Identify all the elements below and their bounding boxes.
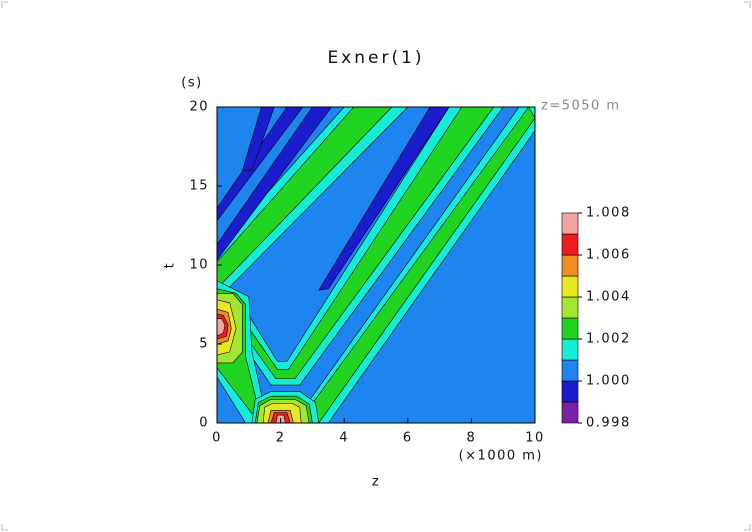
colorbar-segment bbox=[561, 380, 579, 403]
annotation: z=5050 m bbox=[541, 99, 621, 114]
colorbar-segment bbox=[561, 275, 579, 298]
contour-region bbox=[217, 107, 409, 301]
contour-region bbox=[232, 107, 495, 380]
colorbar-segment bbox=[561, 254, 579, 277]
contour-region bbox=[217, 107, 304, 222]
colorbar-segment bbox=[561, 233, 579, 256]
colorbar-segment bbox=[561, 212, 579, 235]
colorbar-segment bbox=[561, 338, 579, 361]
x-tick-label: 10 bbox=[525, 431, 545, 446]
contour-region bbox=[297, 107, 535, 423]
x-unit: (×1000 m) bbox=[459, 449, 543, 464]
colorbar-label: 1.006 bbox=[586, 248, 631, 263]
x-tick-label: 4 bbox=[339, 431, 349, 446]
colorbar-segment bbox=[561, 296, 579, 319]
x-tick-label: 6 bbox=[403, 431, 413, 446]
contour-field bbox=[217, 107, 535, 423]
colorbar-segment bbox=[561, 401, 579, 424]
y-tick-label: 0 bbox=[199, 416, 209, 431]
colorbar-label: 1.004 bbox=[586, 290, 631, 305]
chart-title: Exner(1) bbox=[327, 48, 424, 68]
colorbar-label: 0.998 bbox=[586, 416, 631, 431]
contour-region bbox=[217, 318, 226, 337]
x-tick-label: 8 bbox=[467, 431, 477, 446]
contour-region bbox=[242, 107, 275, 171]
x-tick-label: 2 bbox=[276, 431, 286, 446]
x-axis-label: z bbox=[372, 475, 380, 490]
y-tick-label: 20 bbox=[189, 100, 209, 115]
colorbar-segment bbox=[561, 317, 579, 340]
x-tick-label: 0 bbox=[212, 431, 222, 446]
y-tick-label: 10 bbox=[189, 258, 209, 273]
y-tick-label: 15 bbox=[189, 179, 209, 194]
contour-region bbox=[217, 107, 393, 290]
y-axis-label: t bbox=[163, 262, 178, 269]
contour-region bbox=[217, 107, 332, 261]
colorbar-segment bbox=[561, 359, 579, 382]
colorbar-label: 1.002 bbox=[586, 332, 631, 347]
colorbar-label: 1.000 bbox=[586, 374, 631, 389]
contour-region bbox=[318, 107, 450, 291]
y-unit: (s) bbox=[181, 76, 202, 91]
y-tick-label: 5 bbox=[199, 337, 209, 352]
colorbar-label: 1.008 bbox=[586, 206, 631, 221]
